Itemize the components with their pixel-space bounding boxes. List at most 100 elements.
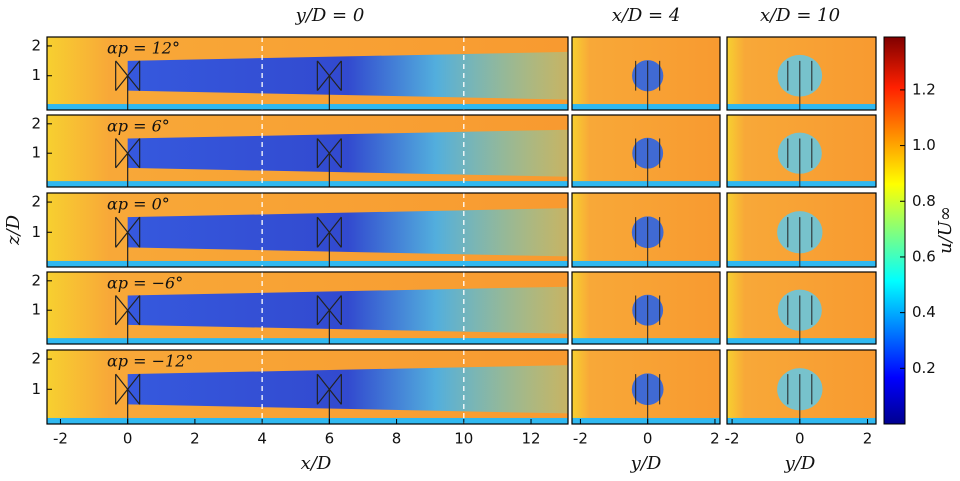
frame	[46, 349, 569, 425]
panel	[571, 349, 721, 425]
turbine	[635, 138, 661, 187]
panel: αp = 0°	[46, 192, 569, 268]
panel	[726, 192, 877, 268]
wake	[127, 365, 568, 414]
frame	[571, 271, 721, 345]
ground	[47, 181, 568, 187]
field	[572, 350, 720, 424]
turbine	[635, 217, 661, 267]
ground	[47, 417, 568, 424]
y-tick-label: 2	[31, 350, 41, 368]
x-tick-label: 2	[863, 430, 873, 448]
field	[47, 37, 568, 110]
ground	[572, 181, 720, 187]
ground	[572, 338, 720, 344]
frame	[571, 36, 721, 111]
field	[47, 115, 568, 187]
x-tick-label: 4	[257, 430, 267, 448]
frame	[46, 36, 569, 111]
field	[572, 115, 720, 187]
colorbar-tick-label: 0.8	[912, 192, 936, 210]
x-tick-label: 12	[521, 430, 540, 448]
y-tick-label: 2	[31, 271, 41, 289]
x-tick-label: -2	[53, 430, 68, 448]
row-label: αp = 6°	[107, 117, 170, 136]
frame	[726, 192, 877, 268]
panel	[571, 192, 721, 268]
x-tick-label: 6	[325, 430, 335, 448]
panel: αp = 6°	[46, 114, 569, 188]
frame	[46, 192, 569, 268]
field	[572, 272, 720, 344]
x-tick-label: 2	[190, 430, 200, 448]
turbine	[787, 217, 813, 267]
ground	[727, 181, 876, 187]
turbine	[316, 295, 342, 344]
frame	[726, 349, 877, 425]
panel: αp = −12°	[46, 349, 569, 425]
y-tick-label: 1	[31, 301, 41, 319]
panel	[726, 349, 877, 425]
colorbar-tick-label: 0.2	[912, 359, 936, 377]
x-tick-label: 0	[795, 430, 805, 448]
turbine	[115, 295, 141, 344]
field	[47, 193, 568, 267]
turbine	[115, 373, 141, 424]
turbine	[787, 295, 813, 344]
turbine	[635, 374, 661, 424]
frame	[571, 349, 721, 425]
field	[727, 350, 876, 424]
colorbar-label: u/U∞	[935, 206, 956, 254]
frame	[726, 36, 877, 111]
y-tick-label: 1	[31, 144, 41, 162]
wake	[127, 286, 568, 334]
turbine	[316, 60, 342, 110]
field	[727, 193, 876, 267]
field	[47, 272, 568, 344]
frame	[726, 271, 877, 345]
x-tick-label: -2	[573, 430, 588, 448]
ground	[47, 338, 568, 344]
x-tick-label: -2	[725, 430, 740, 448]
colorbar-tick-label: 1.0	[912, 136, 936, 154]
panel	[571, 271, 721, 345]
wake	[127, 129, 568, 177]
turbine	[316, 138, 342, 187]
ground	[727, 417, 876, 424]
turbine	[787, 60, 813, 110]
wake	[127, 51, 568, 100]
row-label: αp = 12°	[107, 39, 180, 58]
colorbar-tick-label: 0.6	[912, 247, 936, 265]
y-tick-label: 2	[31, 193, 41, 211]
x-tick-label: 0	[643, 430, 653, 448]
y-axis-label: z/D	[3, 214, 24, 246]
y-tick-label: 1	[31, 223, 41, 241]
turbine	[787, 138, 813, 187]
frame	[571, 192, 721, 268]
ground	[572, 104, 720, 110]
title: x/D = 10	[760, 5, 840, 26]
wake	[127, 208, 568, 257]
panel	[726, 271, 877, 345]
row-label: αp = −12°	[107, 352, 193, 371]
x-tick-label: 0	[123, 430, 133, 448]
title: x/D = 4	[612, 5, 681, 26]
row-label: αp = −6°	[107, 274, 183, 293]
turbine	[635, 295, 661, 344]
x-axis-label: y/D	[784, 453, 816, 474]
x-axis-label: y/D	[630, 453, 662, 474]
field	[572, 37, 720, 110]
ground	[572, 417, 720, 424]
field	[727, 37, 876, 110]
field	[47, 350, 568, 424]
x-axis-label: x/D	[301, 453, 332, 474]
turbine	[316, 373, 342, 424]
turbine	[115, 216, 141, 267]
colorbar-tick-label: 1.2	[912, 80, 936, 98]
turbine	[635, 60, 661, 110]
panel: αp = −6°	[46, 271, 569, 345]
y-tick-label: 1	[31, 380, 41, 398]
colorbar-tick-label: 0.4	[912, 303, 936, 321]
frame	[46, 114, 569, 188]
